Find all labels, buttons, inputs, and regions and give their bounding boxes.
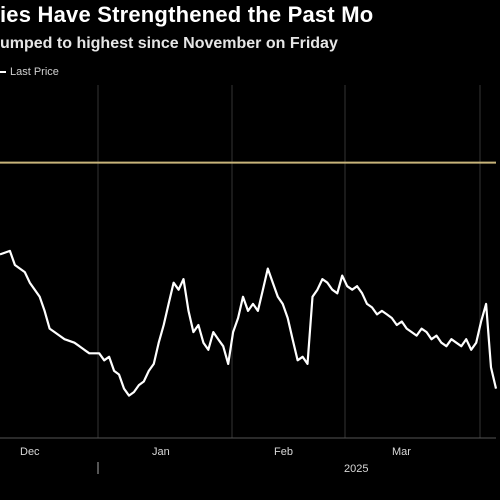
x-tick-label-mar: Mar (392, 446, 411, 458)
legend: Last Price (0, 66, 59, 78)
x-tick-label-jan: Jan (152, 446, 170, 458)
series-line-last-price (0, 249, 498, 397)
chart-subtitle: umped to highest since November on Frida… (0, 35, 338, 52)
x-ticks: Dec Jan Feb Mar (20, 446, 411, 458)
x-tick-label-dec: Dec (20, 446, 40, 458)
x-tick-label-feb: Feb (274, 446, 293, 458)
legend-label: Last Price (10, 66, 59, 78)
legend-swatch (0, 71, 6, 74)
chart-title: ies Have Strengthened the Past Mo (0, 2, 374, 27)
grid (97, 85, 481, 438)
year-label: 2025 (344, 463, 368, 475)
